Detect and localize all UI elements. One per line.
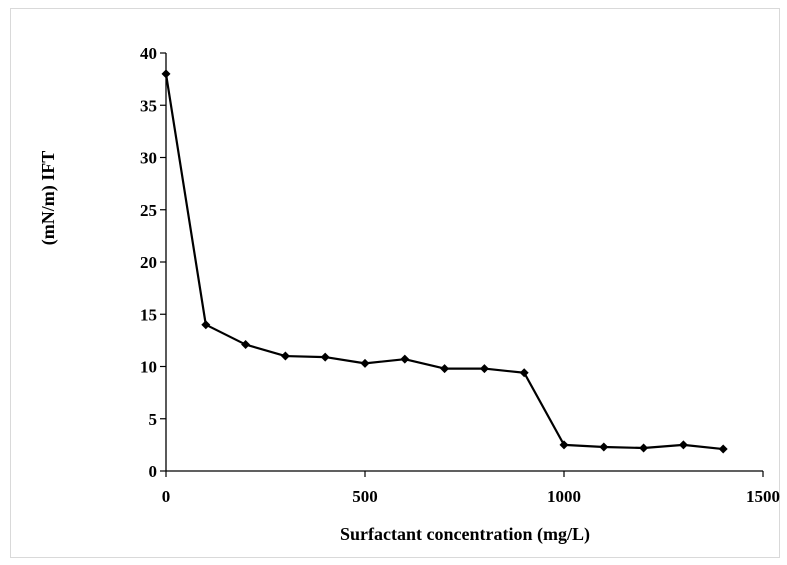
data-point-marker — [599, 442, 609, 452]
x-tick-label: 0 — [162, 487, 171, 506]
data-point-marker — [280, 351, 290, 361]
data-point-marker — [678, 440, 688, 450]
x-tick-label: 1000 — [547, 487, 581, 506]
y-tick-label: 0 — [149, 462, 158, 481]
data-point-marker — [559, 440, 569, 450]
y-axis-title: (mN/m) IFT — [38, 151, 59, 245]
data-point-marker — [639, 443, 649, 453]
y-tick-label: 35 — [140, 96, 157, 115]
chart-frame — [10, 8, 780, 558]
y-tick-label: 5 — [149, 410, 158, 429]
data-point-marker — [360, 358, 370, 368]
data-point-marker — [201, 320, 211, 330]
y-tick-label: 40 — [140, 44, 157, 63]
series-group — [161, 69, 728, 454]
x-axis-title: Surfactant concentration (mg/L) — [340, 524, 590, 545]
series-line — [164, 73, 724, 451]
y-tick-label: 30 — [140, 149, 157, 168]
y-axis-ticks: 0 5 10 15 20 25 30 35 40 — [140, 44, 166, 481]
data-point-marker — [479, 364, 489, 374]
data-point-marker — [400, 354, 410, 364]
x-axis-ticks: 0 500 1000 1500 — [162, 471, 780, 506]
x-tick-label: 500 — [352, 487, 378, 506]
axes — [165, 53, 763, 472]
data-point-marker — [519, 368, 529, 378]
y-tick-label: 15 — [140, 305, 157, 324]
y-tick-label: 10 — [140, 358, 157, 377]
data-point-marker — [241, 340, 251, 350]
y-tick-label: 20 — [140, 253, 157, 272]
data-point-marker — [440, 364, 450, 374]
data-point-marker — [320, 352, 330, 362]
y-tick-label: 25 — [140, 201, 157, 220]
data-point-marker — [718, 444, 728, 454]
data-point-marker — [161, 69, 171, 79]
x-tick-label: 1500 — [746, 487, 780, 506]
